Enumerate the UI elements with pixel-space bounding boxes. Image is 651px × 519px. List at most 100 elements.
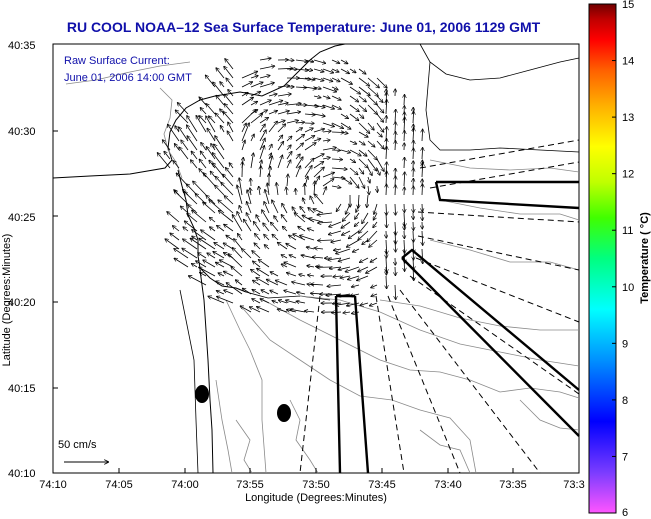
current-vector (187, 136, 198, 151)
current-vector (241, 141, 245, 151)
colorbar-tick-label: 13 (622, 112, 634, 124)
current-vector (376, 104, 384, 113)
current-vector (253, 261, 261, 268)
current-vector (358, 113, 364, 118)
current-vector (313, 139, 320, 141)
current-vector (311, 284, 324, 285)
current-vector (355, 221, 360, 226)
current-vector (340, 132, 348, 133)
current-vector (376, 131, 382, 137)
current-vector (264, 202, 270, 214)
current-vector (386, 147, 387, 160)
current-vector (303, 198, 305, 205)
current-vector (367, 149, 377, 160)
current-vector (238, 234, 243, 241)
current-vector (250, 134, 254, 142)
current-vector (170, 233, 180, 241)
colorbar-tick-label: 8 (622, 395, 628, 407)
current-vector (358, 68, 366, 74)
current-vector (213, 252, 225, 259)
current-vector (371, 285, 378, 288)
current-vector (286, 244, 297, 250)
current-vector (213, 153, 225, 169)
current-vector (257, 269, 270, 277)
current-vector (228, 254, 243, 268)
current-vector (286, 300, 297, 304)
current-vector (349, 104, 359, 111)
current-vector (313, 162, 323, 169)
current-vector (358, 95, 366, 102)
current-vector (404, 158, 405, 169)
current-vector (295, 60, 307, 62)
current-vector (218, 200, 234, 214)
current-vector (203, 202, 216, 214)
current-vector (219, 211, 234, 223)
map-title: RU COOL NOAA–12 Sea Surface Temperature:… (66, 19, 541, 35)
current-vector (278, 309, 288, 313)
current-vector (210, 218, 216, 223)
current-vector (349, 68, 356, 73)
current-vector (340, 113, 348, 118)
current-vector (340, 176, 352, 184)
current-vector (349, 158, 355, 162)
current-vector (358, 266, 369, 272)
current-vector (241, 72, 257, 79)
colorbar (588, 3, 617, 514)
current-vector (367, 122, 374, 130)
current-vector (283, 227, 288, 232)
current-vector (233, 215, 243, 232)
current-vector (315, 248, 324, 249)
current-vector (304, 78, 315, 80)
current-vector (203, 260, 216, 268)
current-vector (268, 122, 277, 133)
current-vector (217, 291, 225, 295)
current-vector (376, 95, 383, 102)
current-vector (331, 159, 342, 160)
current-vector (292, 207, 297, 214)
current-vector (250, 102, 257, 106)
current-vector (422, 248, 423, 263)
current-vector (184, 192, 198, 205)
current-vector (327, 285, 342, 286)
current-vector (289, 235, 297, 241)
current-vector (338, 294, 351, 296)
current-vector (209, 116, 216, 124)
current-vector (223, 112, 234, 124)
current-vector (322, 96, 330, 98)
current-vector (237, 212, 243, 223)
current-vector (216, 96, 225, 106)
current-vector (250, 153, 253, 169)
current-vector (174, 191, 189, 205)
current-vector (304, 105, 318, 106)
current-vector (213, 82, 225, 97)
current-vector (215, 136, 225, 151)
current-vector (250, 307, 261, 313)
current-vector (296, 189, 297, 196)
current-vector (254, 243, 261, 250)
current-vector (404, 257, 405, 271)
current-vector (277, 103, 288, 105)
current-vector (199, 267, 216, 277)
current-vector (252, 251, 261, 259)
current-vector (259, 139, 265, 151)
current-vector (158, 153, 171, 169)
current-vector (366, 266, 378, 273)
current-vector (304, 166, 312, 178)
current-vector (217, 226, 225, 232)
current-vector (224, 95, 234, 106)
current-vector (331, 68, 339, 72)
current-vector (343, 212, 351, 221)
current-vector (337, 203, 342, 211)
current-vector (299, 274, 306, 276)
colorbar-tick-label: 10 (622, 282, 634, 294)
current-vector (404, 172, 405, 187)
current-vector (373, 221, 378, 227)
current-vector (413, 239, 414, 253)
current-vector (173, 161, 180, 169)
current-vector (367, 194, 368, 207)
current-vector (322, 104, 334, 109)
current-vector (272, 301, 279, 303)
y-tick-label: 40:20 (8, 297, 36, 309)
current-vector (277, 111, 289, 115)
y-tick-label: 40:10 (8, 468, 36, 480)
